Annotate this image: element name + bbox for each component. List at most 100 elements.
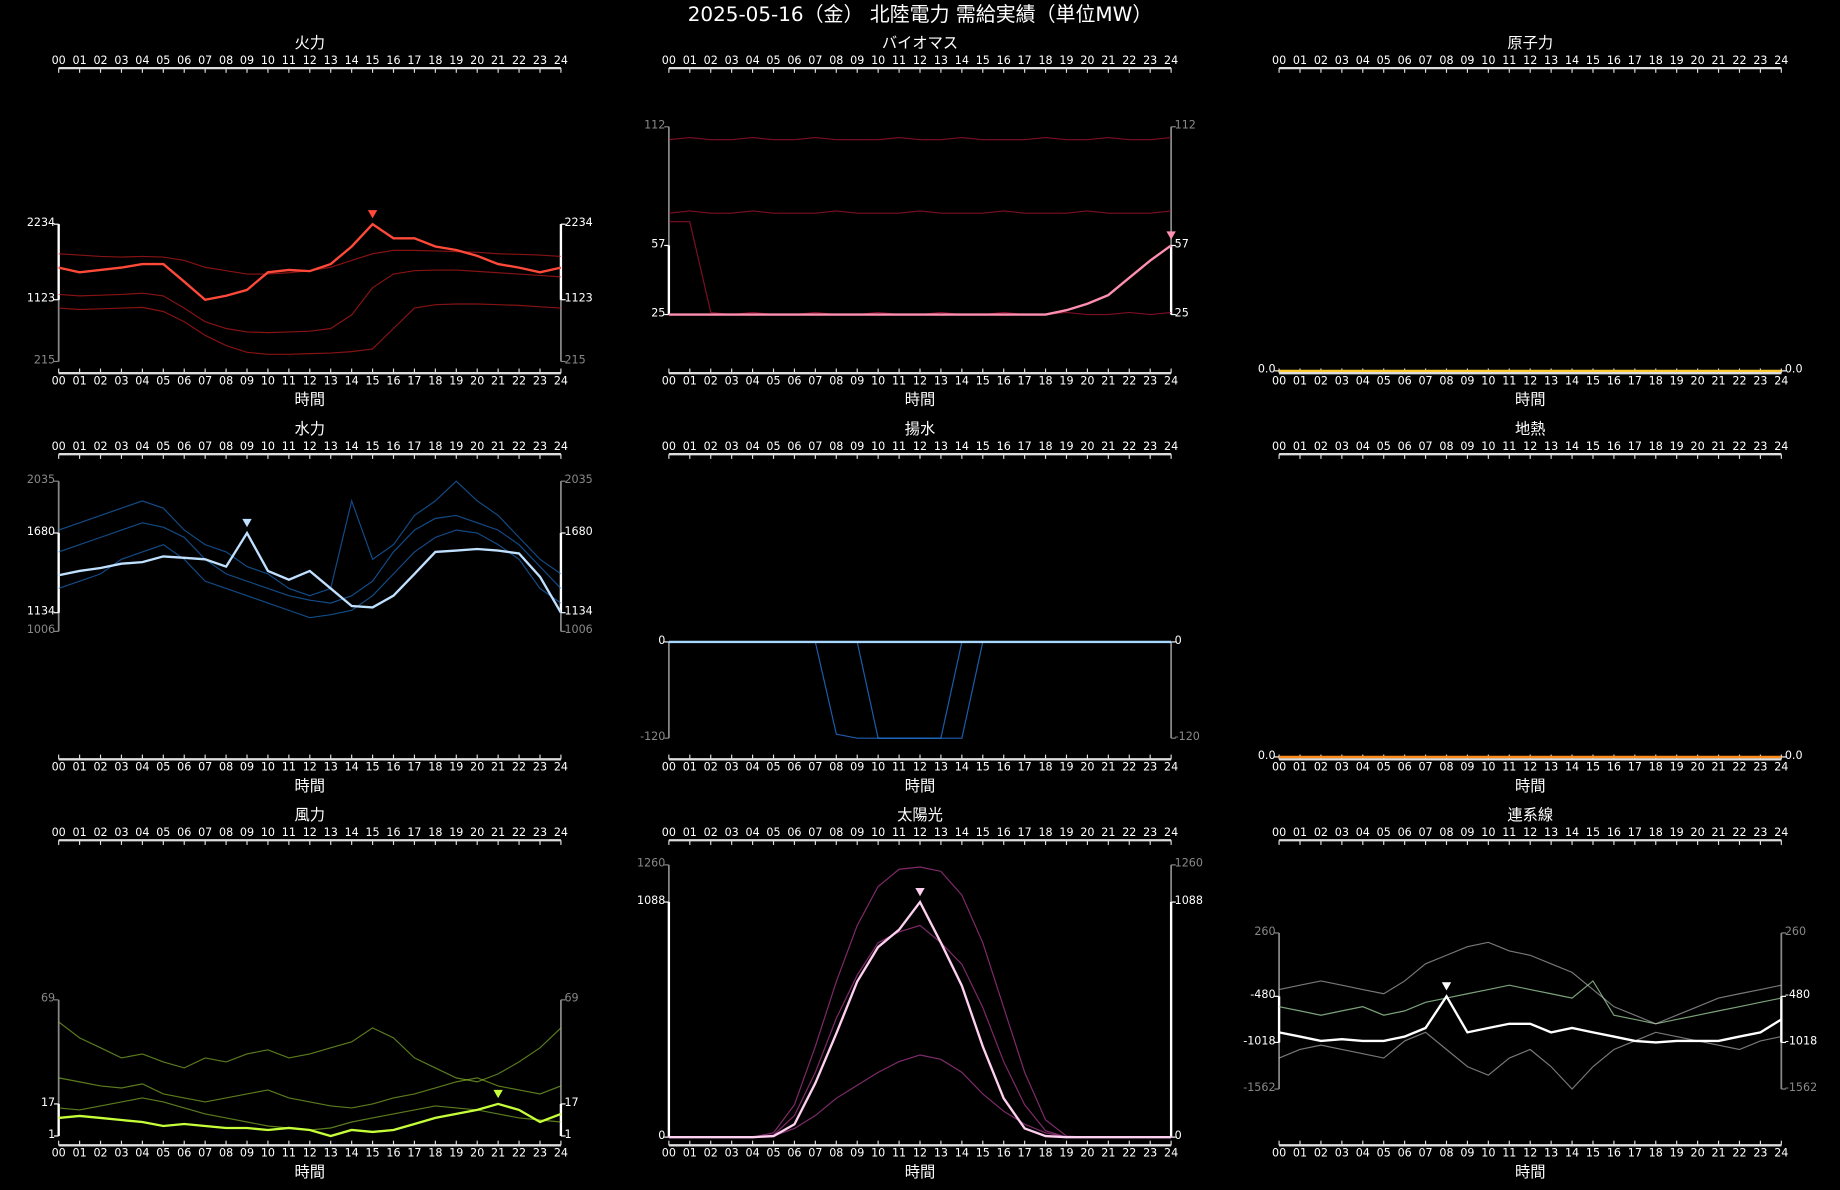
y-tick-label: -1018 <box>1785 1034 1817 1047</box>
y-tick-label: 2234 <box>564 216 592 229</box>
x-tick-label: 17 <box>1628 374 1642 387</box>
x-tick-label: 00 <box>1272 1147 1286 1160</box>
x-tick-label: 06 <box>787 826 801 839</box>
x-tick-label: 11 <box>282 374 296 387</box>
x-tick-label: 10 <box>261 54 275 67</box>
x-tick-label: 07 <box>808 1147 822 1160</box>
x-tick-label: 00 <box>1272 374 1286 387</box>
x-tick-label: 07 <box>198 440 212 453</box>
x-tick-label: 21 <box>1711 374 1725 387</box>
x-tick-label: 05 <box>156 826 170 839</box>
y-tick-label: 260 <box>1785 925 1806 938</box>
x-tick-label: 24 <box>1774 54 1788 67</box>
y-tick-label: 215 <box>564 353 585 366</box>
x-tick-label: 23 <box>1143 54 1157 67</box>
x-tick-label: 24 <box>1774 826 1788 839</box>
x-tick-label: 16 <box>1607 1147 1621 1160</box>
x-axis-label: 時間 <box>905 391 935 409</box>
x-tick-label: 00 <box>1272 440 1286 453</box>
x-tick-label: 10 <box>871 54 885 67</box>
x-tick-label: 21 <box>491 374 505 387</box>
x-tick-label: 14 <box>955 1147 969 1160</box>
x-tick-label: 01 <box>1293 760 1307 773</box>
x-tick-label: 04 <box>135 440 149 453</box>
x-tick-label: 02 <box>93 440 107 453</box>
x-tick-label: 17 <box>407 374 421 387</box>
panel-title: バイオマス <box>882 34 958 52</box>
x-tick-label: 06 <box>1398 1147 1412 1160</box>
x-tick-label: 07 <box>808 826 822 839</box>
x-tick-label: 07 <box>1418 374 1432 387</box>
x-tick-label: 08 <box>219 760 233 773</box>
x-tick-label: 01 <box>1293 440 1307 453</box>
x-tick-label: 24 <box>1774 440 1788 453</box>
y-tick-label: 1123 <box>564 292 592 305</box>
x-tick-label: 15 <box>976 54 990 67</box>
x-tick-label: 09 <box>240 440 254 453</box>
x-tick-label: 05 <box>1377 440 1391 453</box>
x-tick-label: 17 <box>407 826 421 839</box>
x-tick-label: 01 <box>1293 374 1307 387</box>
x-tick-label: 15 <box>1586 54 1600 67</box>
x-tick-label: 19 <box>449 54 463 67</box>
x-tick-label: 10 <box>261 440 275 453</box>
x-tick-label: 01 <box>73 374 87 387</box>
x-tick-label: 13 <box>324 54 338 67</box>
peak-marker <box>367 210 378 219</box>
line-past <box>58 529 562 619</box>
x-tick-label: 23 <box>1143 374 1157 387</box>
x-axis-label: 時間 <box>905 777 935 795</box>
x-tick-label: 22 <box>512 54 526 67</box>
x-tick-label: 18 <box>1038 760 1052 773</box>
x-tick-label: 16 <box>386 760 400 773</box>
x-tick-label: 11 <box>1502 374 1516 387</box>
x-tick-label: 04 <box>1356 1147 1370 1160</box>
x-tick-label: 20 <box>1080 54 1094 67</box>
x-tick-label: 24 <box>554 54 568 67</box>
x-tick-label: 03 <box>114 826 128 839</box>
x-tick-label: 00 <box>52 826 66 839</box>
x-tick-label: 03 <box>1335 826 1349 839</box>
x-tick-label: 19 <box>449 1147 463 1160</box>
x-tick-label: 14 <box>955 760 969 773</box>
x-tick-label: 20 <box>470 760 484 773</box>
x-tick-label: 05 <box>766 440 780 453</box>
x-tick-label: 11 <box>892 54 906 67</box>
x-tick-label: 19 <box>1670 374 1684 387</box>
x-tick-label: 04 <box>1356 374 1370 387</box>
x-tick-label: 20 <box>1080 760 1094 773</box>
x-tick-label: 01 <box>1293 826 1307 839</box>
line-past <box>58 514 562 604</box>
x-tick-label: 11 <box>892 1147 906 1160</box>
y-tick-label: 69 <box>564 992 578 1005</box>
x-tick-label: 17 <box>1628 54 1642 67</box>
x-tick-label: 03 <box>1335 374 1349 387</box>
x-tick-label: 23 <box>533 54 547 67</box>
x-tick-label: 02 <box>704 374 718 387</box>
x-tick-label: 04 <box>135 54 149 67</box>
x-tick-label: 18 <box>1649 1147 1663 1160</box>
x-tick-label: 18 <box>1649 760 1663 773</box>
panel-title: 太陽光 <box>897 806 943 824</box>
line-past <box>1278 941 1782 1025</box>
line-today <box>668 244 1172 316</box>
x-tick-label: 15 <box>365 1147 379 1160</box>
x-tick-label: 23 <box>1753 760 1767 773</box>
y-tick-label: -120 <box>1175 730 1200 743</box>
x-tick-label: 03 <box>1335 1147 1349 1160</box>
x-tick-label: 12 <box>913 440 927 453</box>
x-tick-label: 15 <box>1586 826 1600 839</box>
x-tick-label: 10 <box>261 826 275 839</box>
x-tick-label: 15 <box>976 826 990 839</box>
x-tick-label: 07 <box>1418 760 1432 773</box>
x-tick-label: 09 <box>850 760 864 773</box>
y-tick-label: 25 <box>651 306 665 319</box>
x-tick-label: 22 <box>512 760 526 773</box>
x-tick-label: 24 <box>1774 760 1788 773</box>
x-tick-label: 11 <box>892 826 906 839</box>
x-tick-label: 23 <box>1753 440 1767 453</box>
x-tick-label: 15 <box>365 54 379 67</box>
panel-title: 地熱 <box>1515 420 1546 438</box>
x-tick-label: 10 <box>261 374 275 387</box>
